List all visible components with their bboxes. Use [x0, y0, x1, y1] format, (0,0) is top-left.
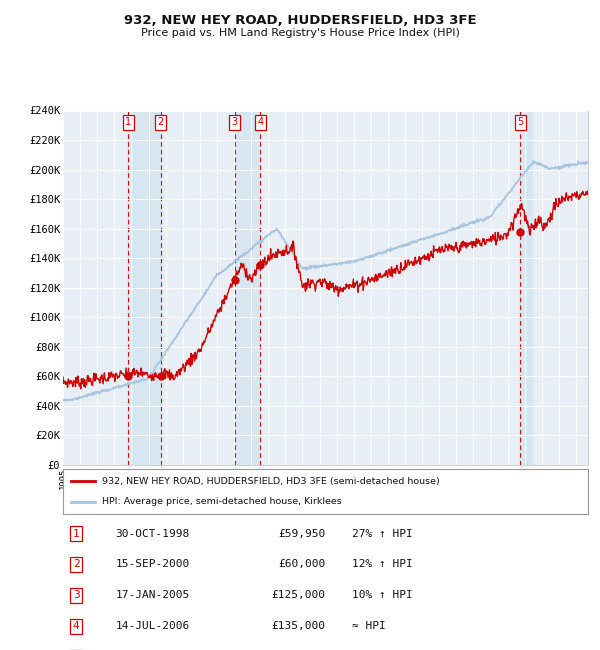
Bar — [128, 111, 161, 465]
Text: £59,950: £59,950 — [278, 528, 325, 538]
Text: 12% ↑ HPI: 12% ↑ HPI — [352, 560, 413, 569]
Bar — [520, 111, 532, 465]
Text: £125,000: £125,000 — [271, 590, 325, 601]
Text: 4: 4 — [73, 621, 79, 631]
Text: 27% ↑ HPI: 27% ↑ HPI — [352, 528, 413, 538]
Text: £135,000: £135,000 — [271, 621, 325, 631]
Text: 2: 2 — [158, 117, 164, 127]
Text: 5: 5 — [517, 117, 524, 127]
Text: £60,000: £60,000 — [278, 560, 325, 569]
Text: 3: 3 — [232, 117, 238, 127]
Text: 17-JAN-2005: 17-JAN-2005 — [115, 590, 190, 601]
Text: 1: 1 — [73, 528, 79, 538]
Text: 10% ↑ HPI: 10% ↑ HPI — [352, 590, 413, 601]
Text: 15-SEP-2000: 15-SEP-2000 — [115, 560, 190, 569]
Text: 3: 3 — [73, 590, 79, 601]
Text: 932, NEW HEY ROAD, HUDDERSFIELD, HD3 3FE: 932, NEW HEY ROAD, HUDDERSFIELD, HD3 3FE — [124, 14, 476, 27]
Text: 14-JUL-2006: 14-JUL-2006 — [115, 621, 190, 631]
Text: 932, NEW HEY ROAD, HUDDERSFIELD, HD3 3FE (semi-detached house): 932, NEW HEY ROAD, HUDDERSFIELD, HD3 3FE… — [103, 476, 440, 486]
Text: HPI: Average price, semi-detached house, Kirklees: HPI: Average price, semi-detached house,… — [103, 497, 342, 506]
Text: 4: 4 — [257, 117, 263, 127]
Text: ≈ HPI: ≈ HPI — [352, 621, 386, 631]
Text: Price paid vs. HM Land Registry's House Price Index (HPI): Price paid vs. HM Land Registry's House … — [140, 28, 460, 38]
Text: 1: 1 — [125, 117, 131, 127]
Text: 30-OCT-1998: 30-OCT-1998 — [115, 528, 190, 538]
Text: 2: 2 — [73, 560, 79, 569]
Bar — [235, 111, 260, 465]
